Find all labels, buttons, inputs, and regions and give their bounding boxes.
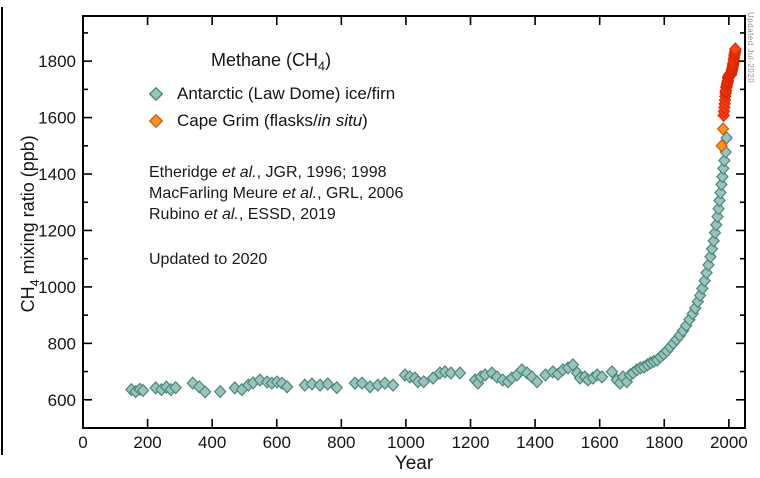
x-tick-label: 400 [198,433,226,452]
data-point-diamond [708,225,722,240]
text: Antarctic (Law Dome) ice/firn [177,83,396,103]
updated-watermark: Updated Jul-2020 [746,12,755,84]
italic-text: in situ [317,110,363,130]
data-point-diamond [386,378,400,392]
legend-entry: Antarctic (Law Dome) ice/firn [149,84,395,104]
data-point-diamond [712,201,725,216]
x-tick-label: 1200 [452,433,490,452]
italic-text: et al. [204,206,239,223]
law-dome-diamond-icon [149,86,163,101]
x-tick-label: 200 [133,433,161,452]
legend-title: Methane (CH4) [211,50,332,74]
data-point-diamond [321,377,335,391]
chart-legend: Methane (CH4) Antarctic (Law Dome) ice/f… [149,50,395,138]
x-tick-label: 2000 [710,433,748,452]
axis-ticks [82,16,745,428]
data-point-diamond [728,42,742,56]
legend-entry-label: Antarctic (Law Dome) ice/firn [177,84,395,104]
y-tick-label: 1200 [38,221,76,240]
plot-frame [82,15,746,429]
data-point-diamond [213,384,227,399]
data-point-diamond [192,380,206,394]
data-point-diamond [717,161,730,176]
y-tick-label: 1800 [38,52,76,71]
data-point-diamond [530,374,544,389]
cape-grim-flask-points [715,122,730,153]
y-axis-title: CH4 mixing ratio (ppb) [18,135,42,313]
legend-entry: Cape Grim (flasks/in situ) [149,111,395,131]
data-point-diamond [280,380,294,394]
text: ) [362,110,368,130]
y-tick-label: 1000 [38,278,76,297]
data-point-diamond [330,380,344,395]
data-point-diamond [714,185,727,200]
text: Etheridge [149,164,222,181]
data-point-diamond [713,193,726,208]
data-point-diamond [715,139,729,153]
italic-text: et al. [221,164,257,181]
text: Cape Grim (flasks/ [177,110,318,130]
x-tick-label: 1000 [387,433,425,452]
data-point-diamond [305,377,319,391]
data-point-diamond [228,381,242,395]
text: Rubino [149,206,205,223]
data-point-diamond [595,370,609,384]
x-tick-label: 600 [263,433,291,452]
data-point-diamond [136,383,150,398]
data-point-diamond [716,169,729,184]
x-tick-label: 1800 [645,433,683,452]
data-point-diamond [485,366,499,380]
x-tick-label: 1400 [516,433,554,452]
y-tick-label: 1400 [38,165,76,184]
x-tick-label: 1600 [581,433,619,452]
data-point-diamond [169,380,183,395]
data-point-diamond [566,358,580,372]
screenshot-edge-line [1,7,3,455]
citation-block: Etheridge et al., JGR, 1996; 1998 MacFarl… [149,162,403,225]
citation-line: Rubino et al., ESSD, 2019 [149,204,403,225]
legend-entry-label: Cape Grim (flasks/in situ) [177,111,368,131]
cape-grim-diamond-icon [149,113,163,128]
data-point-diamond [378,376,392,390]
tick-labels: 0 200 400 600 800 1000 1200 1400 1600 1800 2000 600… [38,52,748,452]
italic-text: et al. [282,185,318,202]
x-axis-title: Year [394,453,434,474]
data-point-diamond [711,209,724,224]
citation-line: Etheridge et al., JGR, 1996; 1998 [149,162,403,183]
data-point-diamond [453,366,467,380]
text: , JGR, 1996; 1998 [256,164,387,181]
text: , ESSD, 2019 [238,206,336,223]
cape-grim-insitu-points [717,42,742,123]
data-point-diamond [417,374,431,389]
text: , GRL, 2006 [317,185,404,202]
x-tick-label: 800 [327,433,355,452]
data-point-diamond [720,131,733,145]
data-point-diamond [444,366,458,380]
y-tick-label: 1600 [38,109,76,128]
y-tick-label: 600 [48,391,76,410]
data-point-diamond [718,153,731,168]
law-dome-points [125,131,733,399]
data-point-diamond [696,281,709,296]
y-tick-label: 800 [48,334,76,353]
data-point-diamond [709,218,723,232]
updated-note: Updated to 2020 [149,251,268,268]
data-point-diamond [198,385,212,399]
data-point-diamond [605,365,619,379]
citation-line: MacFarling Meure et al., GRL, 2006 [149,183,403,204]
text: MacFarling Meure [149,185,283,202]
data-point-diamond [707,234,720,248]
data-point-diamond [715,177,728,192]
x-tick-label: 0 [78,433,87,452]
data-point-diamond [716,122,730,136]
